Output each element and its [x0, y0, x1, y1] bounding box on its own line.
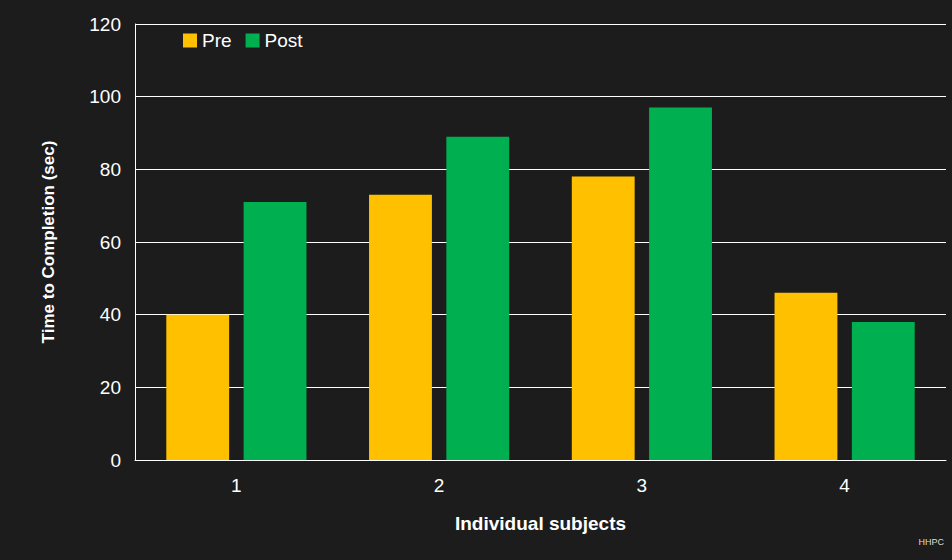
svg-text:100: 100 [89, 86, 121, 107]
svg-text:Post: Post [265, 30, 304, 51]
svg-text:4: 4 [839, 475, 850, 496]
svg-text:Pre: Pre [202, 30, 232, 51]
svg-text:2: 2 [434, 475, 445, 496]
svg-text:HHPC: HHPC [918, 537, 944, 547]
svg-text:3: 3 [637, 475, 648, 496]
svg-text:Individual subjects: Individual subjects [455, 513, 626, 534]
svg-text:60: 60 [100, 232, 121, 253]
svg-text:120: 120 [89, 14, 121, 35]
svg-text:0: 0 [110, 450, 121, 471]
svg-text:40: 40 [100, 304, 121, 325]
svg-text:1: 1 [231, 475, 242, 496]
svg-text:Time to Completion (sec): Time to Completion (sec) [39, 141, 58, 344]
svg-text:20: 20 [100, 377, 121, 398]
svg-text:80: 80 [100, 159, 121, 180]
